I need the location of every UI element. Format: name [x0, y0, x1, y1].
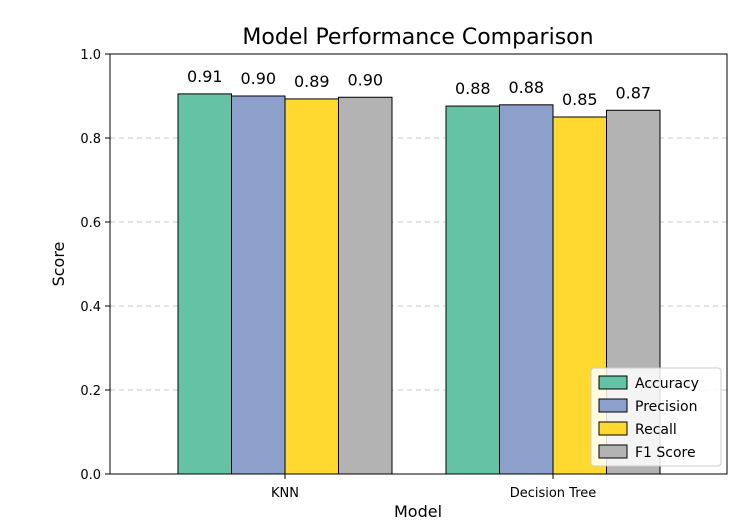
legend-swatch [598, 398, 628, 413]
y-tick-label: 0.8 [80, 132, 101, 147]
legend-label: Precision [635, 399, 697, 415]
legend-swatch [598, 375, 628, 390]
y-tick-label: 0.4 [80, 300, 101, 315]
bar-value-label: 0.90 [240, 69, 276, 88]
bar-f1-score [338, 96, 393, 475]
legend: Accuracy Precision Recall F1 Score [590, 367, 722, 467]
legend-swatch [598, 444, 628, 459]
bar-value-label: 0.85 [562, 90, 598, 109]
x-ticks-layer: KNN Decision Tree [271, 474, 596, 501]
y-tick-label: 0.6 [80, 216, 101, 231]
bar-value-label: 0.91 [187, 67, 223, 86]
legend-label: F1 Score [635, 445, 696, 461]
bar-value-label: 0.90 [347, 70, 383, 89]
legend-label: Accuracy [635, 376, 699, 392]
legend-swatch [598, 421, 628, 436]
bar-precision [231, 95, 286, 475]
axes-frame [109, 53, 728, 475]
y-ticks-layer: 0.0 0.2 0.4 0.6 0.8 1.0 [80, 48, 110, 483]
x-axis-label: Model [394, 502, 442, 521]
bar-accuracy [177, 93, 232, 475]
legend-box [590, 367, 722, 467]
value-labels-layer: 0.91 0.88 0.90 0.88 0.89 0.85 0.90 0.87 [187, 67, 651, 109]
bar-value-label: 0.89 [294, 72, 330, 91]
bar-value-label: 0.88 [508, 78, 544, 97]
x-tick-label: Decision Tree [510, 486, 597, 501]
bar-precision [499, 104, 554, 475]
legend-label: Recall [635, 422, 677, 438]
y-tick-label: 0.2 [80, 384, 101, 399]
y-axis-label: Score [49, 242, 68, 287]
x-tick-label: KNN [271, 486, 299, 501]
chart-title: Model Performance Comparison [242, 25, 593, 50]
bar-recall [284, 98, 339, 475]
bar-accuracy [445, 105, 500, 475]
bar-value-label: 0.87 [615, 83, 651, 102]
bars-layer [177, 93, 661, 475]
bar-value-label: 0.88 [455, 79, 491, 98]
y-tick-label: 0.0 [80, 468, 101, 483]
y-tick-label: 1.0 [80, 48, 101, 63]
